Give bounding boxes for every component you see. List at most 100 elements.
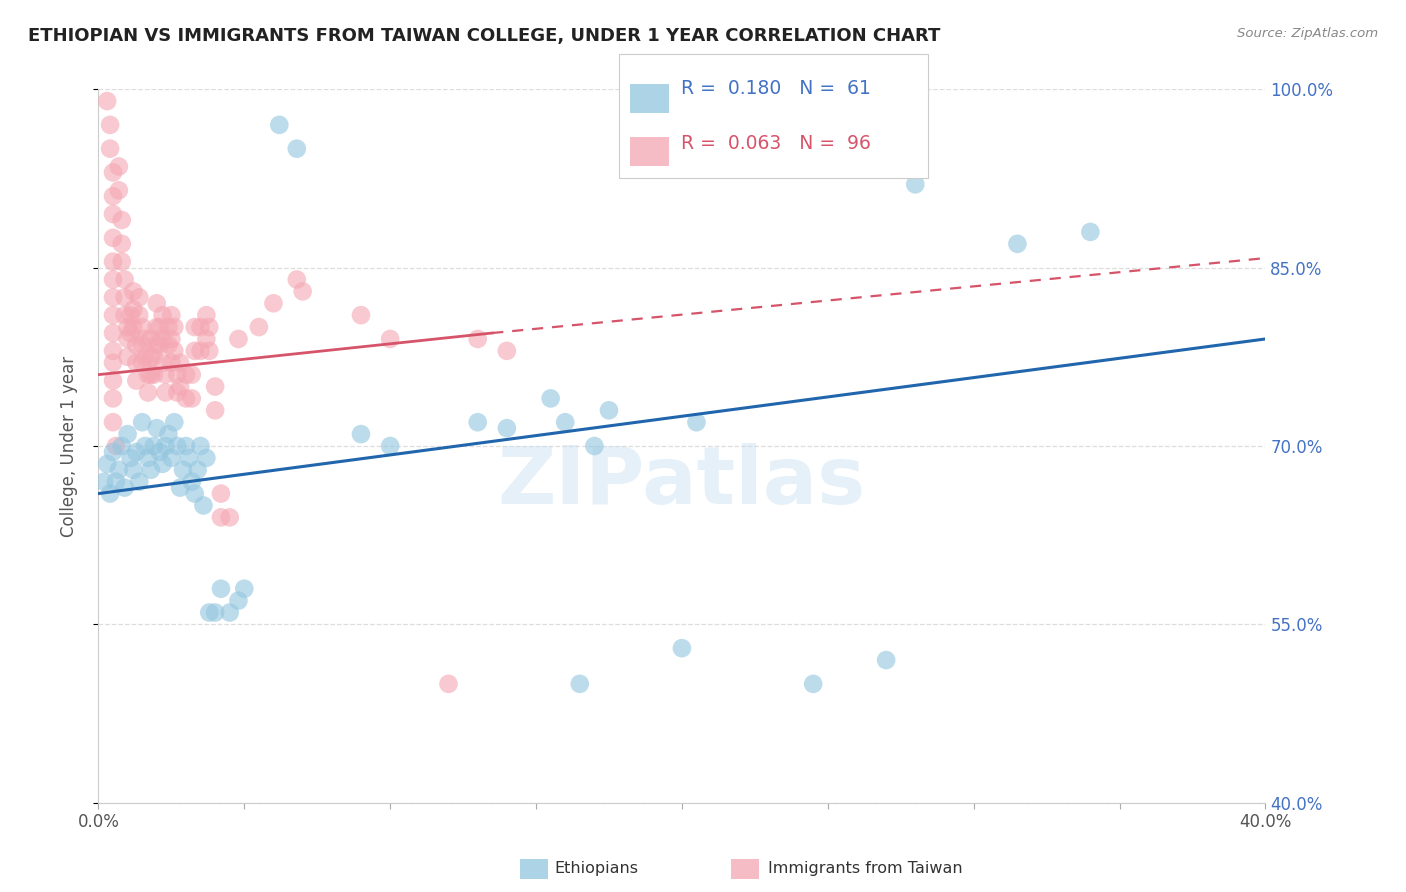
Point — [101, 356, 124, 370]
Text: R =  0.180   N =  61: R = 0.180 N = 61 — [681, 79, 870, 98]
Point — [180, 368, 202, 382]
Point — [101, 445, 124, 459]
Point — [125, 445, 148, 459]
Point — [166, 368, 188, 382]
Point — [111, 254, 134, 268]
Point — [139, 463, 162, 477]
Point — [101, 326, 124, 340]
Point — [233, 582, 256, 596]
Point — [166, 439, 188, 453]
Point — [152, 457, 174, 471]
Point — [149, 445, 172, 459]
Point — [496, 343, 519, 358]
Point — [101, 254, 124, 268]
Point — [187, 463, 209, 477]
Point — [380, 332, 402, 346]
Text: ZIPatlas: ZIPatlas — [498, 442, 866, 521]
Point — [163, 320, 186, 334]
Point — [160, 308, 183, 322]
Point — [98, 118, 121, 132]
Point — [904, 178, 927, 192]
Point — [101, 290, 124, 304]
Point — [117, 427, 139, 442]
Point — [380, 439, 402, 453]
Point — [204, 379, 226, 393]
Point — [125, 338, 148, 352]
Point — [139, 332, 162, 346]
Point — [262, 296, 284, 310]
Point — [195, 332, 218, 346]
Point — [155, 368, 177, 382]
Point — [169, 356, 191, 370]
Point — [122, 463, 145, 477]
Point — [108, 183, 131, 197]
Point — [117, 350, 139, 364]
Point — [114, 308, 136, 322]
Point — [131, 338, 153, 352]
Point — [174, 368, 197, 382]
Point — [101, 231, 124, 245]
Point — [247, 320, 270, 334]
Point — [169, 379, 191, 393]
Point — [142, 439, 165, 453]
Point — [117, 332, 139, 346]
Point — [149, 320, 172, 334]
Point — [152, 356, 174, 370]
Point — [160, 356, 183, 370]
Point — [350, 308, 373, 322]
Point — [104, 439, 127, 453]
Point — [101, 272, 124, 286]
Point — [291, 285, 314, 299]
Point — [209, 510, 232, 524]
Point — [183, 320, 205, 334]
Point — [1007, 236, 1029, 251]
Point — [437, 677, 460, 691]
Point — [114, 481, 136, 495]
Point — [183, 486, 205, 500]
Y-axis label: College, Under 1 year: College, Under 1 year — [59, 355, 77, 537]
Point — [101, 207, 124, 221]
Point — [101, 392, 124, 406]
Point — [134, 350, 156, 364]
Point — [96, 94, 118, 108]
Point — [174, 392, 197, 406]
Point — [101, 343, 124, 358]
Point — [685, 415, 707, 429]
Point — [163, 343, 186, 358]
Point — [180, 475, 202, 489]
Point — [157, 427, 180, 442]
Point — [160, 332, 183, 346]
Text: Ethiopians: Ethiopians — [554, 862, 638, 876]
Point — [160, 450, 183, 465]
Point — [198, 606, 221, 620]
Point — [111, 213, 134, 227]
Point — [183, 343, 205, 358]
Point — [228, 593, 250, 607]
Point — [198, 320, 221, 334]
Point — [134, 332, 156, 346]
Point — [108, 160, 131, 174]
Point — [149, 338, 172, 352]
Point — [598, 403, 620, 417]
Point — [122, 302, 145, 317]
Point — [163, 415, 186, 429]
Point — [209, 486, 232, 500]
Point — [540, 392, 562, 406]
Point — [467, 332, 489, 346]
Point — [198, 343, 221, 358]
Point — [169, 481, 191, 495]
Point — [146, 338, 169, 352]
Point — [134, 439, 156, 453]
Point — [155, 439, 177, 453]
Point — [128, 290, 150, 304]
Point — [177, 450, 200, 465]
Point — [139, 350, 162, 364]
Point — [125, 356, 148, 370]
Point — [108, 463, 131, 477]
Point — [128, 475, 150, 489]
Point — [98, 142, 121, 156]
Point — [157, 320, 180, 334]
Point — [209, 582, 232, 596]
Point — [146, 320, 169, 334]
Point — [146, 296, 169, 310]
